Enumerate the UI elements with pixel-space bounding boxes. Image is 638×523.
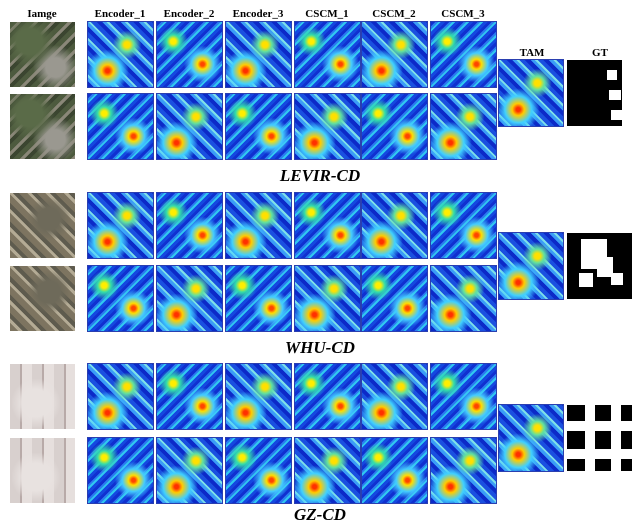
- feature-map: [88, 364, 153, 429]
- feature-map: [226, 94, 291, 159]
- input-image: [10, 193, 75, 258]
- feature-map: [431, 94, 496, 159]
- feature-map: [88, 266, 153, 331]
- feature-map: [362, 438, 427, 503]
- gt-shape: [579, 273, 593, 287]
- column-header: Encoder_3: [223, 8, 293, 20]
- feature-map: [362, 94, 427, 159]
- gt-shape: [611, 110, 623, 120]
- gt-shape: [609, 90, 621, 100]
- feature-map: [88, 193, 153, 258]
- feature-map: [226, 438, 291, 503]
- feature-map: [295, 94, 360, 159]
- input-image: [10, 364, 75, 429]
- gt-shape: [567, 421, 632, 431]
- gt-shape: [611, 405, 621, 471]
- feature-map: [88, 94, 153, 159]
- column-header: Iamge: [7, 8, 77, 20]
- dataset-label: WHU-CD: [220, 338, 420, 358]
- dataset-label: LEVIR-CD: [220, 166, 420, 186]
- feature-map: [157, 266, 222, 331]
- tam-map: [499, 233, 563, 299]
- gt-shape: [622, 60, 632, 126]
- gt-shape: [607, 70, 617, 80]
- column-header: GT: [565, 47, 635, 59]
- input-image: [10, 94, 75, 159]
- ground-truth: [567, 60, 632, 126]
- dataset-label: GZ-CD: [220, 505, 420, 523]
- feature-map: [295, 193, 360, 258]
- feature-map: [295, 438, 360, 503]
- feature-map: [157, 438, 222, 503]
- feature-map: [295, 22, 360, 87]
- feature-map: [431, 22, 496, 87]
- feature-map: [431, 266, 496, 331]
- column-header: Encoder_2: [154, 8, 224, 20]
- gt-shape: [567, 449, 632, 459]
- feature-map: [295, 266, 360, 331]
- tam-map: [499, 405, 563, 471]
- feature-map: [226, 266, 291, 331]
- feature-map: [226, 22, 291, 87]
- input-image: [10, 266, 75, 331]
- feature-map: [431, 364, 496, 429]
- input-image: [10, 438, 75, 503]
- feature-map: [88, 438, 153, 503]
- feature-map: [431, 438, 496, 503]
- feature-map: [295, 364, 360, 429]
- gt-shape: [611, 273, 623, 285]
- feature-map: [362, 193, 427, 258]
- feature-map: [226, 193, 291, 258]
- ground-truth: [567, 233, 632, 299]
- input-image: [10, 22, 75, 87]
- column-header: CSCM_1: [292, 8, 362, 20]
- figure: IamgeEncoder_1Encoder_2Encoder_3CSCM_1CS…: [0, 0, 638, 523]
- ground-truth: [567, 405, 632, 471]
- feature-map: [157, 193, 222, 258]
- feature-map: [157, 94, 222, 159]
- column-header: TAM: [497, 47, 567, 59]
- feature-map: [362, 22, 427, 87]
- feature-map: [157, 364, 222, 429]
- feature-map: [226, 364, 291, 429]
- column-header: Encoder_1: [85, 8, 155, 20]
- column-header: CSCM_3: [428, 8, 498, 20]
- gt-shape: [585, 405, 595, 471]
- tam-map: [499, 60, 563, 126]
- feature-map: [88, 22, 153, 87]
- feature-map: [362, 364, 427, 429]
- feature-map: [157, 22, 222, 87]
- feature-map: [431, 193, 496, 258]
- feature-map: [362, 266, 427, 331]
- column-header: CSCM_2: [359, 8, 429, 20]
